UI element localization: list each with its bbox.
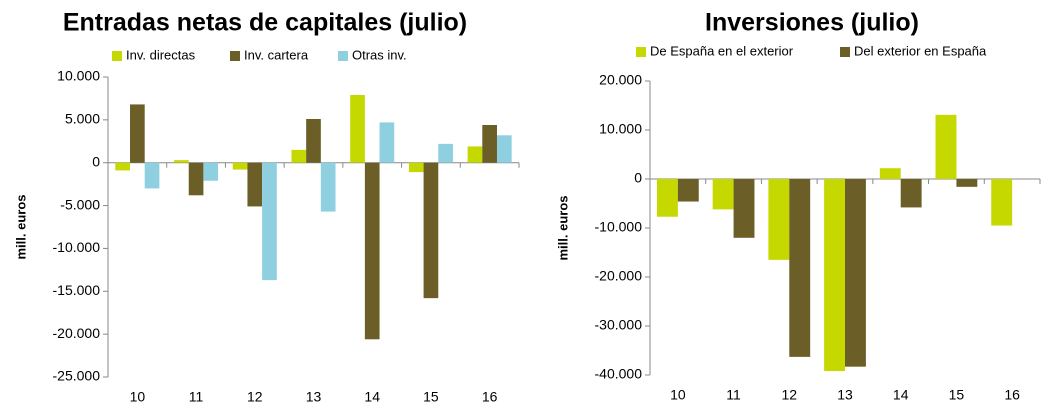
bar (733, 179, 755, 238)
x-tick-label: 13 (837, 387, 853, 403)
legend-label: De España en el exterior (650, 43, 794, 58)
legend-label: Inv. directas (126, 47, 196, 62)
bar (656, 179, 678, 217)
x-tick-label: 14 (364, 389, 380, 405)
bar (188, 162, 204, 196)
bar (350, 95, 365, 163)
bar (320, 162, 336, 212)
x-tick-label: 11 (189, 389, 204, 405)
x-tick-label: 13 (306, 389, 322, 405)
y-axis-label: mill. euros (555, 195, 570, 260)
x-tick-label: 11 (726, 387, 741, 403)
bar (408, 162, 424, 173)
x-tick-label: 16 (482, 389, 498, 405)
bar (677, 179, 699, 202)
y-tick-label: -15.000 (53, 282, 101, 298)
y-tick-label: -10.000 (595, 219, 643, 235)
bar (130, 104, 145, 163)
y-tick-label: -40.000 (595, 366, 643, 382)
bar (824, 179, 845, 372)
bar (991, 179, 1013, 226)
bar (935, 114, 957, 179)
bar (174, 160, 189, 163)
y-tick-label: 0 (634, 170, 642, 186)
legend-swatch (112, 51, 122, 61)
chart-title: Inversiones (julio) (705, 9, 919, 37)
legend-label: Del exterior en España (854, 43, 987, 58)
bar (232, 162, 248, 170)
x-tick-label: 16 (1004, 387, 1020, 403)
x-tick-label: 12 (247, 389, 263, 405)
bar (203, 162, 219, 181)
x-tick-label: 15 (423, 389, 439, 405)
legend-swatch (230, 51, 240, 61)
bar (482, 125, 497, 163)
x-tick-label: 10 (670, 387, 686, 403)
x-tick-label: 15 (949, 387, 965, 403)
x-tick-label: 14 (893, 387, 909, 403)
x-tick-label: 10 (130, 389, 146, 405)
legend-swatch (840, 47, 850, 57)
y-tick-label: -25.000 (53, 368, 101, 384)
bar (956, 179, 978, 187)
bar (291, 149, 307, 163)
bar (768, 179, 790, 260)
y-tick-label: -10.000 (53, 239, 101, 255)
bar (306, 119, 321, 163)
y-tick-label: 20.000 (599, 72, 642, 88)
bar (496, 135, 512, 163)
legend-swatch (338, 51, 348, 61)
y-axis-label: mill. euros (13, 194, 28, 259)
legend-label: Otras inv. (352, 47, 407, 62)
y-tick-label: -30.000 (595, 317, 643, 333)
bar (900, 179, 922, 208)
bar (845, 179, 866, 367)
y-tick-label: 10.000 (57, 68, 100, 84)
y-tick-label: 5.000 (65, 111, 100, 127)
legend-label: Inv. cartera (244, 47, 309, 62)
bar (115, 162, 131, 171)
bar (247, 162, 263, 207)
y-tick-label: 0 (92, 153, 100, 169)
bar (144, 162, 160, 189)
bar (364, 162, 380, 340)
bar (262, 162, 277, 281)
y-tick-label: -20.000 (53, 325, 101, 341)
y-tick-label: -20.000 (595, 268, 643, 284)
y-tick-label: 10.000 (599, 121, 642, 137)
chart-title: Entradas netas de capitales (julio) (63, 9, 467, 37)
bar (712, 179, 734, 210)
legend-swatch (636, 47, 646, 57)
bar (879, 168, 901, 179)
bar (379, 122, 395, 163)
bar (789, 179, 811, 357)
x-tick-label: 12 (781, 387, 797, 403)
bar (467, 146, 483, 163)
bar (423, 162, 439, 299)
y-tick-label: -5.000 (60, 196, 100, 212)
bar (438, 143, 453, 163)
